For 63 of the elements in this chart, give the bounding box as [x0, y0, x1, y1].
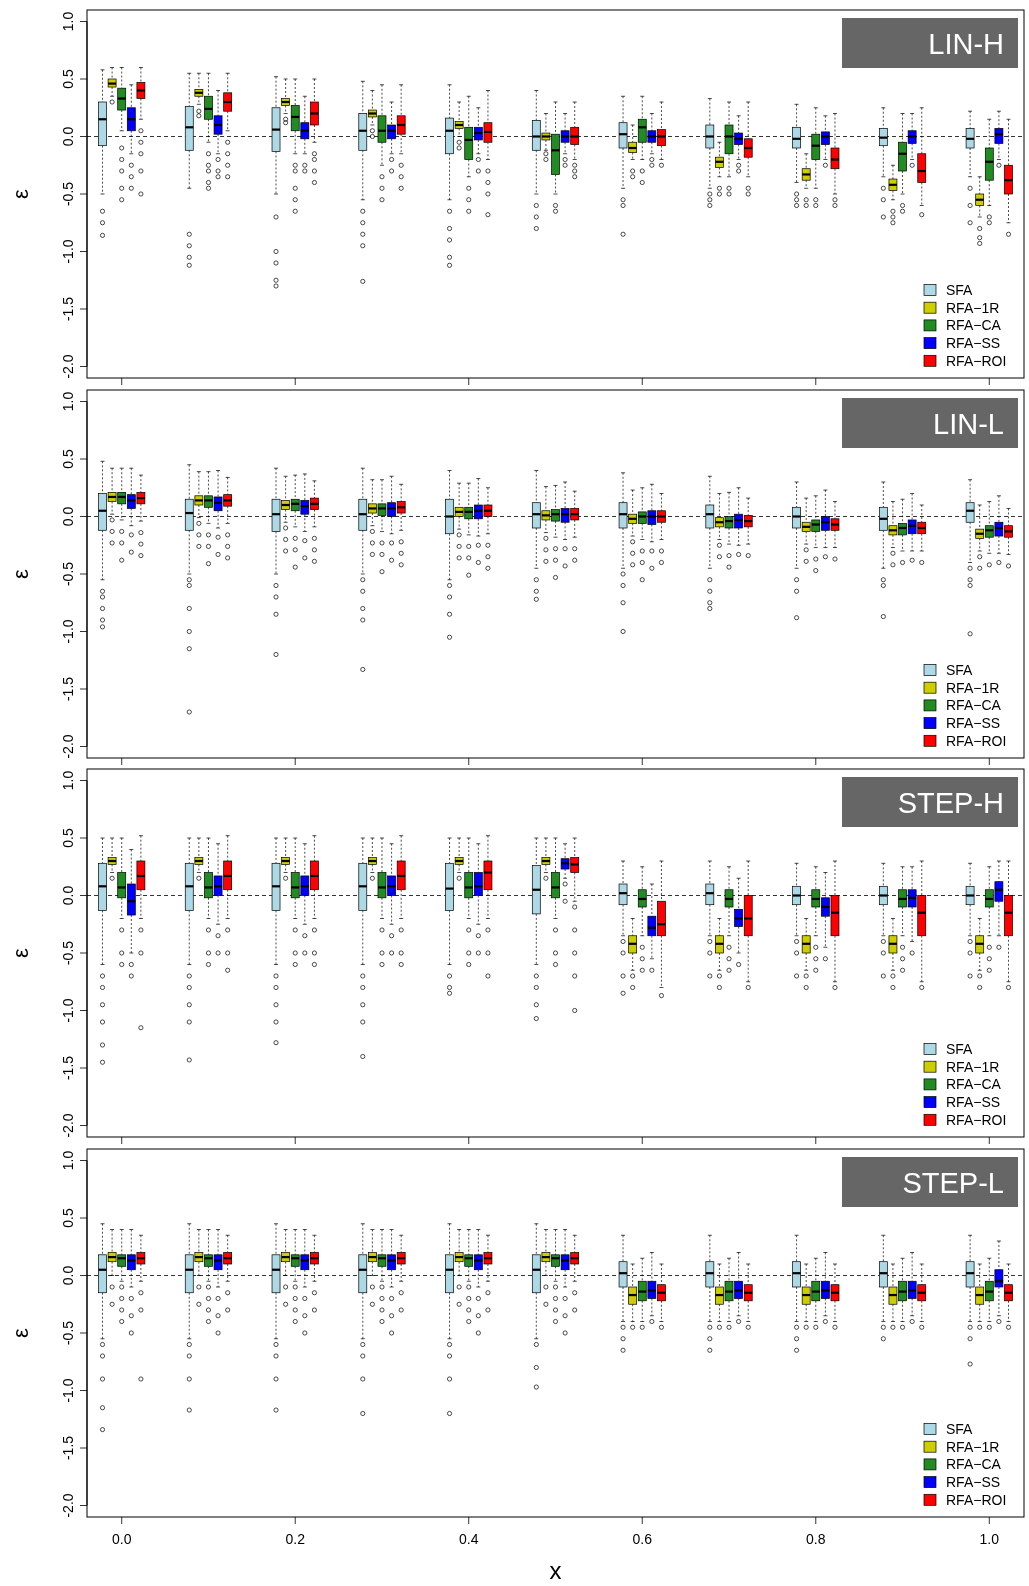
- legend-label: RFA−CA: [946, 697, 1002, 714]
- y-tick-label: 0.5: [60, 69, 76, 89]
- legend-label: RFA−SS: [946, 715, 1001, 732]
- legend-label: RFA−1R: [946, 299, 1000, 316]
- text: STEP-H: [897, 787, 1004, 819]
- legend-label: RFA−CA: [946, 1076, 1002, 1093]
- legend-label: RFA−SS: [946, 1094, 1001, 1111]
- y-tick-label: -1.5: [60, 296, 76, 322]
- legend-label: SFA: [946, 662, 974, 678]
- legend-label: RFA−ROI: [946, 732, 1007, 749]
- y-axis-title: ε: [8, 188, 33, 199]
- legend-label: RFA−SS: [946, 335, 1001, 352]
- x-tick-label: 1.0: [979, 1531, 1000, 1547]
- legend-label: RFA−ROI: [946, 352, 1007, 369]
- y-tick-label: -0.5: [60, 561, 76, 587]
- y-axis-title: ε: [8, 947, 33, 958]
- x-tick-label: 0.4: [459, 1531, 479, 1547]
- y-tick-label: 0.0: [60, 1265, 76, 1286]
- y-tick-label: 0.5: [60, 1208, 76, 1228]
- x-tick-label: 0.8: [806, 1531, 826, 1547]
- y-tick-label: -1.0: [60, 998, 76, 1023]
- legend-label: RFA−1R: [946, 1438, 1000, 1455]
- x-tick-label: 0.0: [111, 1531, 132, 1547]
- legend-label: RFA−1R: [946, 679, 1000, 696]
- text: LIN-L: [933, 408, 1004, 440]
- text: STEP-L: [902, 1167, 1004, 1199]
- y-tick-label: -1.0: [60, 619, 76, 644]
- y-axis-title: ε: [8, 1327, 33, 1338]
- y-tick-label: 0.0: [60, 506, 76, 527]
- y-tick-label: -1.5: [60, 1055, 76, 1081]
- y-tick-label: 0.5: [60, 449, 76, 469]
- y-tick-label: -2.0: [60, 354, 76, 379]
- legend-label: RFA−SS: [946, 1474, 1001, 1491]
- text: LIN-H: [928, 28, 1004, 60]
- legend-label: RFA−ROI: [946, 1491, 1007, 1508]
- legend-label: SFA: [946, 1041, 974, 1057]
- y-axis-title: ε: [8, 568, 33, 579]
- x-tick-label: 0.6: [632, 1531, 653, 1547]
- legend-label: RFA−1R: [946, 1058, 1000, 1075]
- y-tick-label: -1.0: [60, 239, 76, 264]
- x-tick-label: 0.2: [285, 1531, 306, 1547]
- y-tick-label: 1.0: [60, 770, 76, 791]
- y-tick-label: -0.5: [60, 940, 76, 966]
- y-tick-label: 0.0: [60, 126, 76, 147]
- legend-label: RFA−CA: [946, 1456, 1002, 1473]
- y-tick-label: -1.0: [60, 1378, 76, 1403]
- y-tick-label: 0.5: [60, 828, 76, 848]
- y-tick-label: -0.5: [60, 181, 76, 207]
- y-tick-label: -1.5: [60, 676, 76, 702]
- y-tick-label: -2.0: [60, 734, 76, 759]
- legend-label: RFA−ROI: [946, 1111, 1007, 1128]
- y-tick-label: 1.0: [60, 391, 76, 412]
- x-axis-title: x: [549, 1557, 562, 1584]
- y-tick-label: 0.0: [60, 885, 76, 906]
- y-tick-label: 1.0: [60, 1150, 76, 1171]
- legend-label: RFA−CA: [946, 317, 1002, 334]
- y-tick-label: 1.0: [60, 11, 76, 32]
- legend-label: SFA: [946, 1421, 974, 1437]
- y-tick-label: -1.5: [60, 1435, 76, 1461]
- y-tick-label: -0.5: [60, 1320, 76, 1346]
- y-tick-label: -2.0: [60, 1113, 76, 1138]
- legend-label: SFA: [946, 282, 974, 298]
- y-tick-label: -2.0: [60, 1493, 76, 1518]
